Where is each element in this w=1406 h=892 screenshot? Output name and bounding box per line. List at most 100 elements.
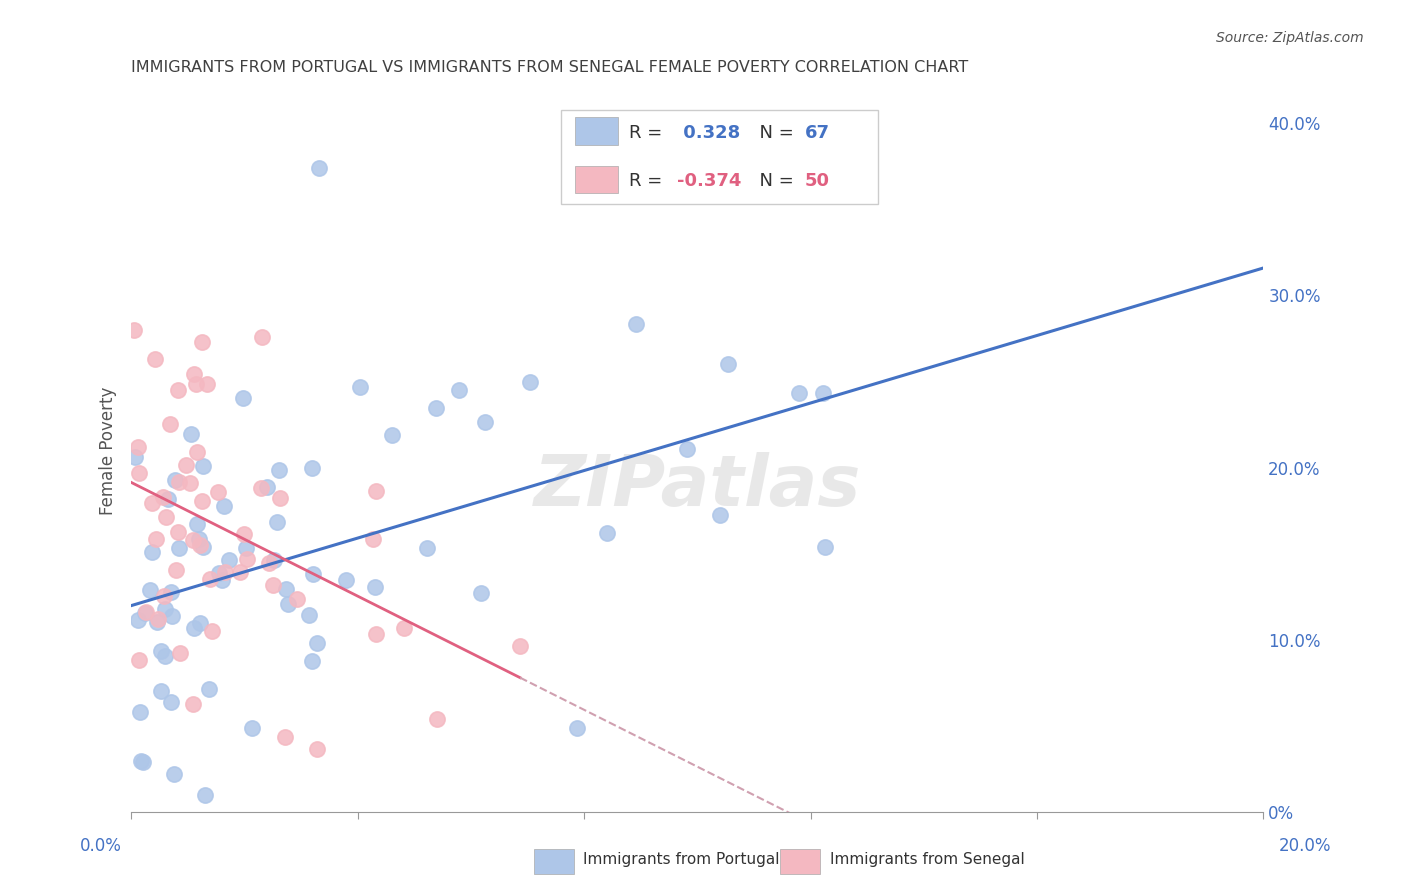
Point <box>232 391 254 405</box>
Point <box>214 566 236 580</box>
Point <box>813 386 835 401</box>
Point <box>250 330 273 344</box>
Point <box>128 653 150 667</box>
Point <box>188 615 211 630</box>
Point <box>160 695 183 709</box>
Point <box>229 565 252 579</box>
Point <box>138 583 160 598</box>
Text: 20.0%: 20.0% <box>1278 837 1331 855</box>
Point <box>184 377 207 392</box>
Text: Immigrants from Portugal: Immigrants from Portugal <box>583 853 780 867</box>
Text: N =: N = <box>748 124 800 142</box>
Point <box>364 580 387 594</box>
Point <box>188 532 211 546</box>
Text: R =: R = <box>630 172 668 190</box>
Point <box>305 635 328 649</box>
Point <box>146 615 169 629</box>
Point <box>183 621 205 635</box>
Point <box>301 460 323 475</box>
Text: 67: 67 <box>804 124 830 142</box>
Point <box>262 578 284 592</box>
Point <box>626 318 648 332</box>
Point <box>212 499 235 513</box>
Point <box>426 712 449 726</box>
Point <box>269 491 291 506</box>
Point <box>257 556 280 570</box>
Point <box>143 351 166 366</box>
Point <box>127 613 149 627</box>
Text: ZIPatlas: ZIPatlas <box>534 452 860 521</box>
Point <box>195 376 218 391</box>
Point <box>153 601 176 615</box>
Point <box>335 573 357 587</box>
Point <box>302 566 325 581</box>
Point <box>160 609 183 624</box>
Point <box>134 607 156 621</box>
Point <box>135 605 157 619</box>
Point <box>183 368 205 382</box>
Point <box>364 627 387 641</box>
Point <box>122 323 145 337</box>
Point <box>163 766 186 780</box>
Point <box>787 385 810 400</box>
Point <box>298 608 321 623</box>
Point <box>232 527 254 541</box>
Point <box>188 537 211 551</box>
Text: Immigrants from Senegal: Immigrants from Senegal <box>830 853 1025 867</box>
Point <box>308 161 330 175</box>
Point <box>208 566 231 580</box>
Point <box>186 445 208 459</box>
Point <box>167 383 190 397</box>
Point <box>167 475 190 490</box>
Point <box>366 483 388 498</box>
Point <box>814 540 837 554</box>
Point <box>167 541 190 556</box>
Point <box>236 551 259 566</box>
Point <box>186 516 208 531</box>
Point <box>301 654 323 668</box>
Point <box>596 525 619 540</box>
Point <box>153 649 176 664</box>
Point <box>277 597 299 611</box>
Point <box>179 475 201 490</box>
Point <box>266 515 288 529</box>
Point <box>132 755 155 769</box>
Point <box>249 481 271 495</box>
Point <box>267 463 290 477</box>
Point <box>160 585 183 599</box>
Point <box>129 706 152 720</box>
Point <box>124 450 146 464</box>
Point <box>470 586 492 600</box>
Point <box>276 582 298 596</box>
Point <box>194 789 217 803</box>
Point <box>191 334 214 349</box>
Point <box>155 510 177 524</box>
Point <box>128 466 150 480</box>
Point <box>141 496 163 510</box>
Point <box>181 697 204 711</box>
FancyBboxPatch shape <box>575 117 619 145</box>
Point <box>274 730 297 744</box>
Y-axis label: Female Poverty: Female Poverty <box>100 386 117 515</box>
Point <box>150 644 173 658</box>
Point <box>198 681 221 696</box>
Point <box>676 442 699 457</box>
Text: IMMIGRANTS FROM PORTUGAL VS IMMIGRANTS FROM SENEGAL FEMALE POVERTY CORRELATION C: IMMIGRANTS FROM PORTUGAL VS IMMIGRANTS F… <box>131 60 969 75</box>
Point <box>474 415 496 429</box>
Text: 0.0%: 0.0% <box>80 837 122 855</box>
Text: 0.328: 0.328 <box>676 124 740 142</box>
FancyBboxPatch shape <box>561 110 879 204</box>
Point <box>567 721 589 735</box>
Point <box>416 541 439 555</box>
Point <box>146 612 169 626</box>
Point <box>349 380 371 394</box>
Point <box>141 545 163 559</box>
Point <box>235 541 257 555</box>
Point <box>381 427 404 442</box>
Point <box>207 485 229 500</box>
Text: 50: 50 <box>804 172 830 190</box>
Point <box>152 491 174 505</box>
Point <box>305 741 328 756</box>
Point <box>181 533 204 547</box>
Point <box>709 508 731 523</box>
